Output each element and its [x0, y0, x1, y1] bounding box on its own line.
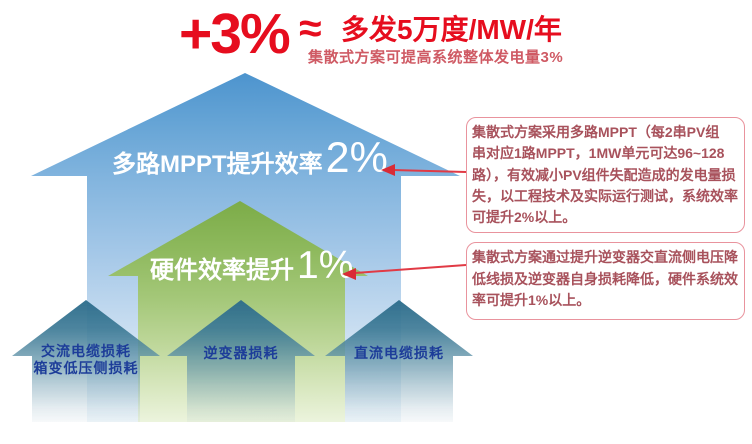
callout-mppt-line4: 失，以工程技术及实际运行测试，系统效率 — [472, 187, 738, 204]
callout-mppt-line1: 集散式方案采用多路MPPT（每2串PV组 — [472, 124, 720, 140]
callout-mppt-line3: 路），有效减小PV组件失配造成的发电量损 — [472, 166, 736, 183]
callout-hardware-line1: 集散式方案通过提升逆变器交直流侧电压降 — [472, 249, 738, 265]
callout-mppt-line5: 可提升2%以上。 — [472, 209, 577, 226]
hardware-efficiency-text: 硬件效率提升 — [150, 257, 294, 284]
loss-label-inverter: 逆变器损耗 — [167, 345, 315, 362]
callout-mppt-description: 集散式方案采用多路MPPT（每2串PV组 串对应1路MPPT，1MW单元可达96… — [466, 117, 745, 233]
mppt-efficiency-text: 多路MPPT提升效率 — [112, 151, 323, 178]
loss-label-ac-cable: 交流电缆损耗 箱变低压侧损耗 — [12, 343, 160, 376]
loss-label-inverter-line1: 逆变器损耗 — [203, 345, 279, 361]
title-subtitle: 集散式方案可提高系统整体发电量3% — [308, 49, 564, 66]
title-headline: 多发5万度/MW/年 — [341, 14, 562, 45]
loss-label-ac-cable-line1: 交流电缆损耗 — [41, 343, 131, 359]
callout-hardware-line2: 低线损及逆变器自身损耗降低，硬件系统效 — [472, 270, 738, 287]
loss-label-ac-cable-line2: 箱变低压侧损耗 — [33, 359, 139, 376]
callout-hardware-description: 集散式方案通过提升逆变器交直流侧电压降 低线损及逆变器自身损耗降低，硬件系统效 … — [466, 242, 745, 320]
mppt-efficiency-label: 多路MPPT提升效率 2% — [112, 137, 388, 180]
callout-hardware-line3: 率可提升1%以上。 — [472, 292, 591, 308]
mppt-efficiency-value: 2% — [325, 134, 388, 182]
title-gain-percent: +3% — [179, 2, 291, 66]
loss-label-dc-cable-line1: 直流电缆损耗 — [354, 345, 444, 361]
title-approx-symbol: ≈ — [299, 5, 322, 51]
hardware-efficiency-value: 1% — [297, 244, 354, 287]
hardware-efficiency-label: 硬件效率提升 1% — [150, 246, 353, 285]
loss-label-dc-cable: 直流电缆损耗 — [325, 345, 473, 362]
callout-mppt-line2: 串对应1路MPPT，1MW单元可达96~128 — [472, 145, 725, 162]
